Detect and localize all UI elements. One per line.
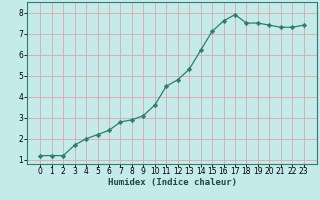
- X-axis label: Humidex (Indice chaleur): Humidex (Indice chaleur): [108, 178, 236, 187]
